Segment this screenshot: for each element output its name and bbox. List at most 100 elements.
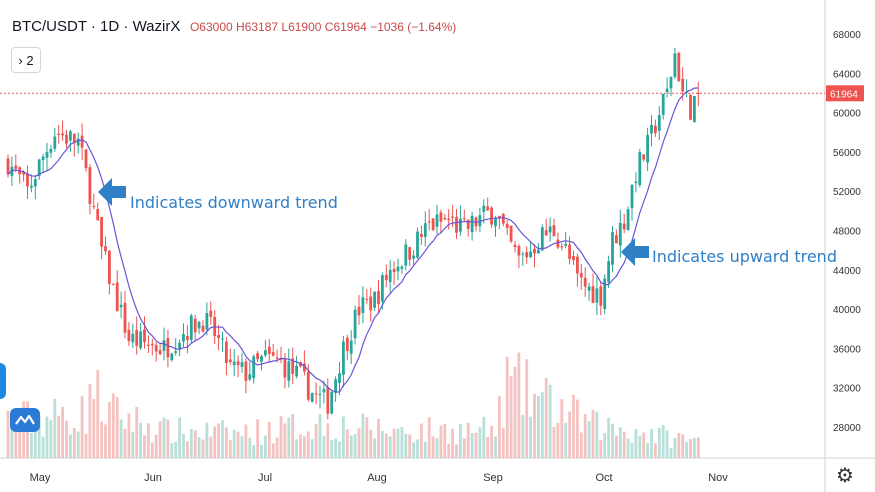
volume-bar <box>303 436 306 458</box>
price-axis: 68000 64000 60000 56000 52000 48000 44000 40000… <box>826 30 864 434</box>
volume-bar <box>377 418 380 458</box>
candle-body <box>470 215 474 233</box>
candle-body <box>104 246 107 252</box>
candle-body <box>521 253 525 255</box>
candle-body <box>615 235 618 244</box>
candle-body <box>529 251 532 258</box>
price-tick-label: 36000 <box>833 344 861 355</box>
volume-bar <box>470 433 474 458</box>
volume-bar <box>111 393 115 458</box>
volume-bar <box>533 393 536 458</box>
candle-body <box>22 171 25 175</box>
candle-body <box>681 78 685 92</box>
candle-body <box>689 95 692 120</box>
volume-bar <box>626 438 630 458</box>
candle-body <box>423 223 427 238</box>
volume-bar <box>498 396 501 458</box>
settings-gear-icon[interactable]: ⚙ <box>836 465 854 487</box>
volume-bar <box>295 439 298 458</box>
price-tick-label: 44000 <box>833 266 861 277</box>
candle-body <box>564 243 568 246</box>
candle-body <box>517 246 521 256</box>
candle-body <box>673 53 677 77</box>
price-tick-label: 48000 <box>833 227 861 238</box>
candle-body <box>186 336 189 340</box>
candle-body <box>53 136 57 149</box>
candle-body <box>166 338 170 358</box>
volume-bar <box>186 441 189 458</box>
volume-bar <box>603 433 607 458</box>
volume-bar <box>443 424 447 458</box>
candle-body <box>537 249 540 254</box>
volume-bar <box>646 443 649 458</box>
volume-bar <box>466 422 470 458</box>
volume-bar <box>197 437 201 458</box>
volume-bar <box>189 428 193 458</box>
volume-bar <box>525 359 529 458</box>
time-tick-label: Nov <box>708 472 728 484</box>
candle-body <box>37 159 41 177</box>
volume-bar <box>677 432 681 458</box>
volume-bar <box>505 356 509 458</box>
volume-bar <box>654 443 657 458</box>
candle-body <box>306 371 310 400</box>
volume-bar <box>416 439 419 458</box>
candle-body <box>225 341 228 364</box>
candle-body <box>76 138 80 146</box>
volume-bar <box>170 442 174 458</box>
volume-bar <box>587 421 591 458</box>
volume-bar <box>174 441 178 458</box>
candle-body <box>287 361 291 381</box>
volume-bar <box>564 422 568 458</box>
candle-body <box>431 218 435 230</box>
tradingview-logo-icon[interactable] <box>10 408 40 432</box>
volume-bar <box>568 411 571 458</box>
open-value: O63000 <box>189 20 233 34</box>
volume-bar <box>154 434 158 458</box>
candle-body <box>174 351 178 353</box>
volume-bar <box>459 423 462 458</box>
volume-bar <box>431 436 435 458</box>
time-tick-label: Sep <box>483 472 503 484</box>
candle-body <box>326 387 330 414</box>
volume-bar <box>53 398 57 458</box>
volume-bar <box>630 442 634 458</box>
volume-bar <box>478 427 482 458</box>
volume-bar <box>357 428 361 458</box>
candle-body <box>572 256 575 261</box>
volume-bar <box>345 429 349 458</box>
volume-bar <box>225 427 228 458</box>
candle-body <box>119 304 123 308</box>
volume-bar <box>267 422 271 458</box>
volume-bar <box>548 384 552 458</box>
volume-bar <box>291 414 295 458</box>
candle-body <box>303 363 306 372</box>
volume-bar <box>45 416 49 458</box>
candle-body <box>482 205 486 212</box>
candle-body <box>369 296 373 311</box>
candle-body <box>677 53 681 82</box>
candle-body <box>373 291 376 308</box>
candle-body <box>459 218 462 232</box>
volume-bar <box>119 419 123 458</box>
candle-body <box>447 218 451 221</box>
candle-body <box>591 286 595 303</box>
indicators-toggle-button[interactable]: › 2 <box>11 47 41 73</box>
volume-bar <box>330 439 334 458</box>
candle-body <box>377 291 380 305</box>
candle-body <box>334 379 337 394</box>
volume-bar <box>342 416 345 458</box>
candle-body <box>388 269 392 283</box>
volume-bar <box>162 417 166 458</box>
volume-bar <box>579 432 583 458</box>
candle-body <box>330 391 334 414</box>
volume-bar <box>69 434 72 458</box>
candle-body <box>365 298 369 300</box>
candle-body <box>248 374 252 380</box>
candle-body <box>466 219 470 229</box>
side-panel-tab[interactable] <box>0 363 6 399</box>
candle-body <box>650 124 653 134</box>
volume-bar <box>529 416 532 458</box>
candle-body <box>455 216 458 233</box>
